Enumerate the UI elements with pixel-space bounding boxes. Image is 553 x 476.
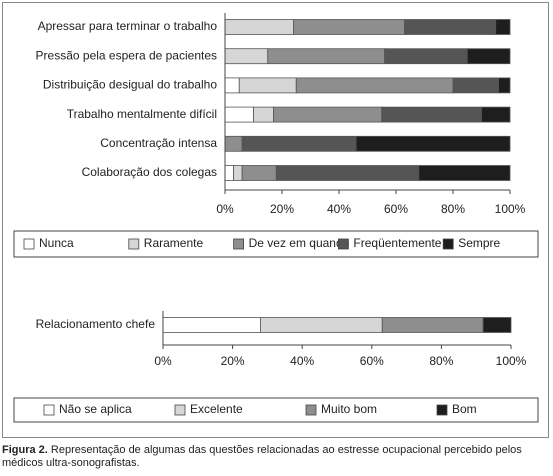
bar-segment [495,19,511,35]
bar-segment [224,19,294,35]
legend-swatch [128,238,140,250]
legend-box [13,230,539,258]
bar-segment [253,106,274,123]
legend-swatch [174,404,186,416]
bar-segment [466,48,511,65]
bar-segment [381,106,482,123]
bar-segment [498,77,511,94]
bar-segment [238,77,297,94]
bar-segment [241,135,357,152]
bar-segment [224,77,240,94]
legend-swatch [43,404,55,416]
bar-segment [295,77,454,94]
legend-label: Excelente [190,402,243,416]
bar-segment [241,165,277,181]
y-tick-label: Concentração intensa [100,136,217,150]
bar-segment [404,19,497,35]
legend-swatch [337,238,349,250]
x-tick-label: 100% [495,202,526,216]
legend-label: Muito bom [321,402,377,416]
legend-label: Bom [452,402,477,416]
y-tick-label: Distribuição desigual do trabalho [43,78,217,92]
x-tick-label: 0% [154,354,172,368]
x-tick-label: 100% [496,354,527,368]
y-tick-label: Trabalho mentalmente difícil [67,107,217,121]
bar-segment [224,48,269,65]
y-tick-label: Relacionamento chefe [36,317,156,331]
legend-label: Não se aplica [59,402,132,416]
bar-segment [260,317,383,333]
legend-swatch [23,238,35,250]
legend-swatch [233,238,245,250]
legend-label: De vez em quando [249,236,350,250]
legend-label: Freqüentemente [353,236,441,250]
bar-segment [224,106,254,123]
legend-label: Sempre [458,236,500,250]
legend-swatch [305,404,317,416]
bar-segment [381,317,484,333]
chart: Apressar para terminar o trabalho Pressão… [13,13,539,423]
bar-segment [273,106,383,123]
caption-text: Representação de algumas das questões re… [2,444,522,469]
bar-segment [275,165,420,181]
legend-swatch [436,404,448,416]
bar-segment [355,135,511,152]
bar-segment [162,317,261,333]
x-tick-label: 40% [327,202,351,216]
y-tick-label: Pressão pela espera de pacientes [36,48,217,62]
y-tick-label: Apressar para terminar o trabalho [38,19,218,33]
x-tick-label: 60% [360,354,384,368]
x-tick-label: 60% [384,202,408,216]
figure-frame [2,2,549,438]
x-tick-label: 20% [221,354,245,368]
bar-segment [292,19,405,35]
bar-segment [452,77,499,94]
x-tick-label: 0% [216,202,234,216]
bar-segment [482,317,512,333]
legend-label: Raramente [144,236,204,250]
bar-segment [233,165,243,181]
x-tick-label: 80% [441,202,465,216]
caption: Figura 2. Representação de algumas das q… [2,444,551,470]
caption-label: Figura 2. [2,444,48,456]
legend-box [13,397,539,423]
bar-segment [224,135,243,152]
bar-segment [418,165,511,181]
bar-segment [224,165,234,181]
y-tick-label: Colaboração dos colegas [82,165,217,179]
bar-segment [481,106,511,123]
x-tick-label: 40% [290,354,314,368]
bar-segment [267,48,385,65]
x-tick-label: 80% [429,354,453,368]
bar-segment [384,48,468,65]
legend-label: Nunca [39,236,74,250]
legend-swatch [442,238,454,250]
x-tick-label: 20% [270,202,294,216]
